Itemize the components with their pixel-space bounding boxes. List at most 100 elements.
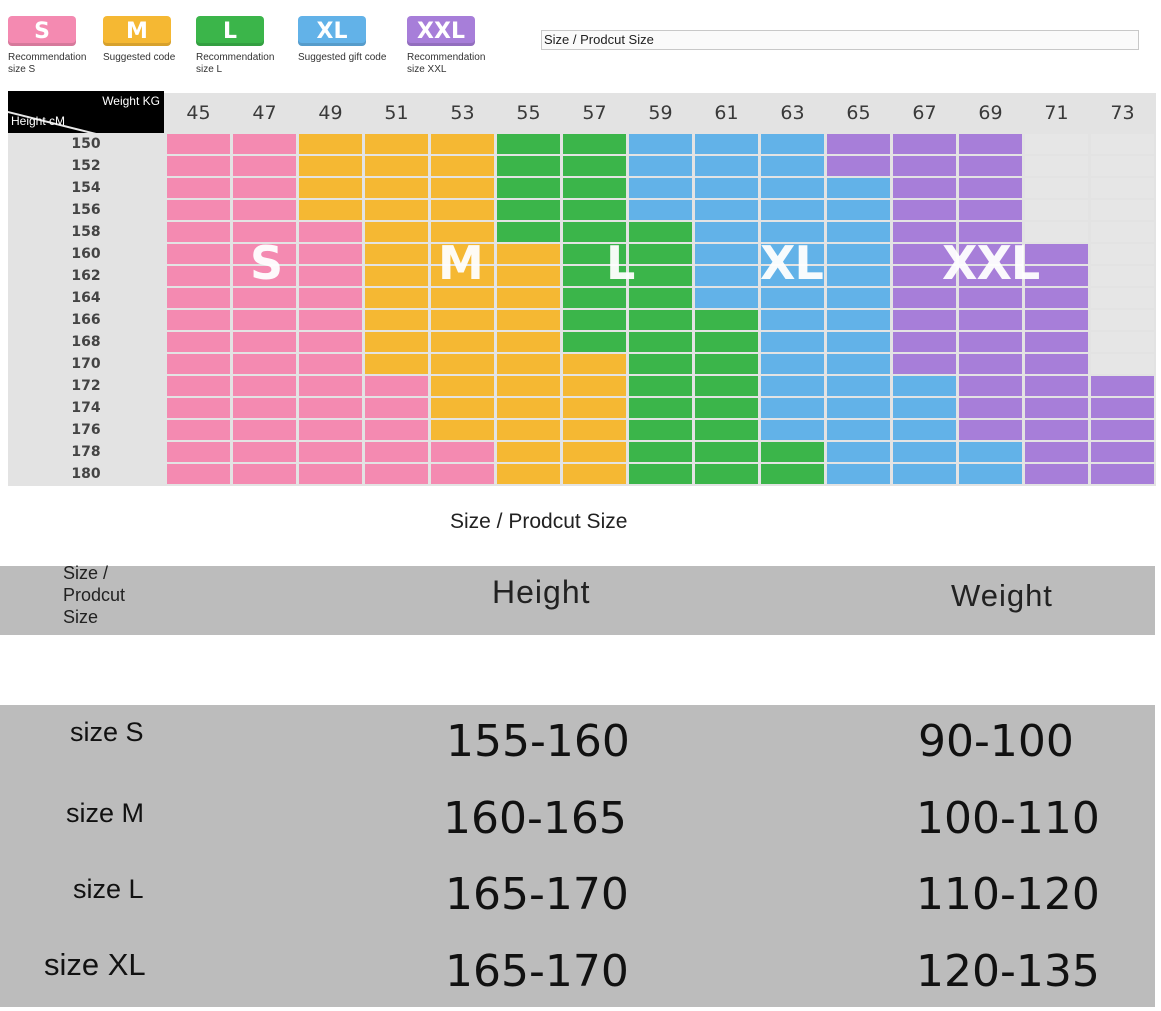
grid-cell [299, 222, 362, 242]
row-size-label: size S [70, 717, 144, 747]
weight-tick-label: 67 [912, 102, 937, 124]
row-weight-value: 110-120 [916, 869, 1100, 920]
grid-cell [827, 156, 890, 176]
grid-cell [761, 178, 824, 198]
grid-cell [1025, 266, 1088, 286]
top-caption: Size / Prodcut Size [541, 30, 1139, 50]
grid-cell [431, 332, 494, 352]
grid-cell [563, 376, 626, 396]
grid-cell [629, 354, 692, 374]
grid-cell [497, 200, 560, 220]
grid-cell [497, 134, 560, 154]
legend-text-m: Suggested code [103, 52, 176, 63]
grid-cell [1091, 288, 1154, 308]
grid-cell [1025, 442, 1088, 462]
grid-cell [497, 178, 560, 198]
grid-cell [1025, 134, 1088, 154]
table-header-weight: Weight [951, 578, 1053, 613]
grid-cell [1025, 332, 1088, 352]
grid-cell [761, 288, 824, 308]
zone-label-xl: XL [760, 236, 824, 290]
grid-cell [299, 420, 362, 440]
grid-cell [761, 222, 824, 242]
grid-cell [299, 244, 362, 264]
grid-cell [893, 200, 956, 220]
grid-cell [761, 200, 824, 220]
grid-cell [167, 288, 230, 308]
grid-cell [959, 354, 1022, 374]
grid-cell [893, 332, 956, 352]
height-tick-label: 166 [71, 312, 101, 328]
grid-cell [563, 310, 626, 330]
grid-cell [299, 464, 362, 484]
grid-cell [365, 266, 428, 286]
grid-cell [1025, 376, 1088, 396]
grid-cell [827, 354, 890, 374]
weight-tick-label: 45 [186, 102, 211, 124]
weight-axis-label: Weight KG [102, 94, 160, 108]
legend-item-s: S Recommendation size S [8, 16, 103, 76]
grid-cell [365, 442, 428, 462]
grid-cell [629, 332, 692, 352]
grid-cell [959, 332, 1022, 352]
grid-cell [365, 134, 428, 154]
grid-cell [497, 310, 560, 330]
weight-tick-label: 65 [846, 102, 871, 124]
row-height-value: 155-160 [446, 716, 630, 767]
grid-cell [1091, 354, 1154, 374]
grid-cell [299, 200, 362, 220]
grid-cell [695, 200, 758, 220]
mid-caption: Size / Prodcut Size [450, 510, 628, 533]
grid-cell [167, 222, 230, 242]
chart-corner-header: Weight KG Height cM [8, 91, 164, 133]
row-height-value: 160-165 [443, 793, 627, 844]
grid-cell [431, 156, 494, 176]
grid-cell [431, 354, 494, 374]
legend-text-l: Recommendation size L [196, 52, 275, 75]
row-size-label: size L [73, 874, 144, 904]
grid-cell [233, 244, 296, 264]
grid-cell [167, 376, 230, 396]
grid-cell [629, 134, 692, 154]
grid-cell [299, 156, 362, 176]
grid-cell [431, 266, 494, 286]
zone-label-xxl: XXL [942, 236, 1040, 290]
grid-cell [695, 376, 758, 396]
height-tick-label: 152 [71, 158, 101, 174]
grid-cell [431, 244, 494, 264]
grid-cell [695, 332, 758, 352]
grid-cell [827, 376, 890, 396]
grid-cell [365, 178, 428, 198]
grid-cell [695, 178, 758, 198]
zone-label-m: M [438, 236, 484, 290]
grid-cell [167, 244, 230, 264]
grid-cell [365, 376, 428, 396]
legend-swatch-xl: XL [298, 16, 366, 46]
grid-cell [893, 442, 956, 462]
grid-cell [629, 222, 692, 242]
grid-cell [1091, 222, 1154, 242]
grid-cell [233, 420, 296, 440]
grid-cell [893, 420, 956, 440]
table-header-height: Height [492, 574, 591, 610]
grid-cell [497, 266, 560, 286]
grid-cell [431, 200, 494, 220]
grid-cell [629, 376, 692, 396]
grid-cell [1091, 442, 1154, 462]
table-body-band [0, 705, 1155, 1007]
grid-cell [761, 354, 824, 374]
grid-cell [893, 222, 956, 242]
grid-cell [299, 266, 362, 286]
grid-cell [1091, 200, 1154, 220]
legend-text-xxl: Recommendation size XXL [407, 52, 486, 75]
grid-cell [827, 244, 890, 264]
grid-cell [761, 266, 824, 286]
grid-cell [497, 156, 560, 176]
grid-cell [431, 420, 494, 440]
grid-cell [1091, 266, 1154, 286]
height-tick-label: 162 [71, 268, 101, 284]
height-tick-label: 168 [71, 334, 101, 350]
grid-cell [761, 420, 824, 440]
grid-cell [959, 134, 1022, 154]
grid-cell [431, 134, 494, 154]
